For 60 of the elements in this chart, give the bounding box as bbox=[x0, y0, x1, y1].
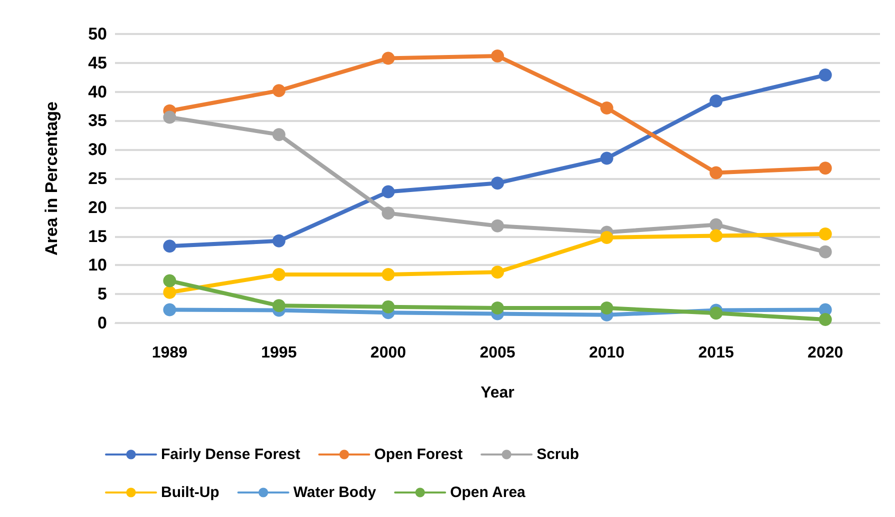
point bbox=[272, 268, 286, 281]
point bbox=[818, 68, 832, 82]
y-axis-title: Area in Percentage bbox=[42, 101, 61, 256]
legend-label: Open Forest bbox=[374, 446, 463, 463]
point bbox=[163, 110, 176, 124]
legend-label: Fairly Dense Forest bbox=[161, 446, 300, 463]
y-tick-label: 25 bbox=[88, 169, 107, 188]
y-tick-label: 0 bbox=[98, 314, 107, 332]
point bbox=[382, 206, 395, 220]
point bbox=[818, 245, 832, 258]
point bbox=[382, 300, 395, 314]
x-tick-label: 2015 bbox=[698, 344, 734, 362]
x-tick-label: 1989 bbox=[152, 344, 188, 362]
x-tick-label: 2000 bbox=[370, 344, 406, 362]
point bbox=[272, 128, 286, 142]
x-axis-title: Year bbox=[480, 384, 514, 402]
point bbox=[600, 152, 614, 165]
point bbox=[382, 185, 395, 198]
point bbox=[710, 306, 723, 320]
point bbox=[163, 286, 176, 299]
point bbox=[491, 49, 504, 62]
point bbox=[600, 301, 614, 314]
point bbox=[491, 301, 504, 314]
x-tick-label: 2010 bbox=[588, 344, 625, 362]
y-tick-label: 30 bbox=[88, 140, 107, 160]
y-tick-label: 5 bbox=[98, 284, 107, 304]
point bbox=[163, 303, 176, 316]
point bbox=[272, 299, 286, 312]
legend-label: Water Body bbox=[293, 484, 377, 501]
point bbox=[382, 268, 395, 281]
point bbox=[600, 101, 614, 114]
y-tick-label: 50 bbox=[88, 24, 107, 44]
point bbox=[710, 94, 723, 108]
x-tick-label: 2020 bbox=[808, 344, 844, 362]
point bbox=[272, 234, 286, 248]
point bbox=[710, 229, 723, 242]
y-tick-label: 45 bbox=[88, 53, 107, 72]
x-tick-label: 1995 bbox=[261, 344, 297, 362]
point bbox=[818, 313, 832, 326]
point bbox=[163, 240, 176, 253]
point bbox=[710, 218, 723, 232]
point bbox=[382, 52, 395, 65]
legend-label: Built-Up bbox=[161, 484, 220, 501]
point bbox=[163, 274, 176, 288]
point bbox=[272, 84, 286, 98]
y-tick-label: 35 bbox=[88, 111, 107, 130]
y-tick-label: 40 bbox=[88, 82, 107, 102]
point bbox=[491, 266, 504, 279]
y-tick-label: 10 bbox=[88, 256, 107, 275]
y-tick-label: 20 bbox=[88, 198, 107, 217]
point bbox=[491, 176, 504, 190]
point bbox=[818, 227, 832, 240]
point bbox=[600, 230, 614, 244]
legend-label: Open Area bbox=[450, 484, 526, 501]
point bbox=[491, 219, 504, 232]
y-tick-label: 15 bbox=[88, 226, 107, 246]
x-tick-label: 2005 bbox=[480, 344, 516, 362]
point bbox=[710, 166, 723, 180]
point bbox=[818, 162, 832, 175]
legend-label: Scrub bbox=[536, 446, 580, 463]
